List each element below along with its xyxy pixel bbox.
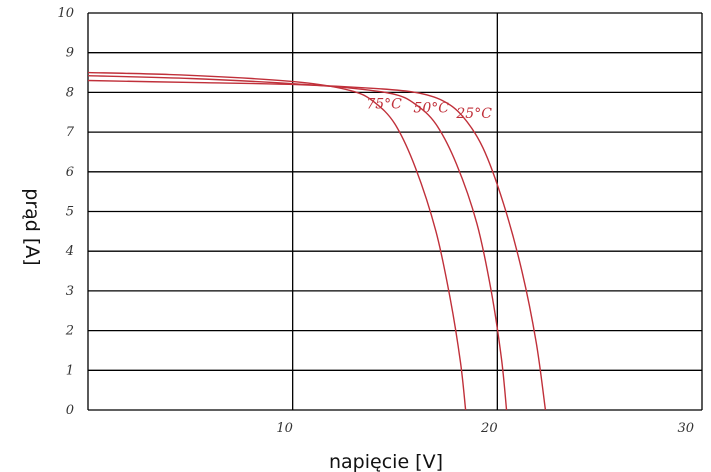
series-label: 25°C <box>455 106 492 122</box>
x-tick-label: 20 <box>480 421 498 436</box>
y-axis-label: prąd [A] <box>21 188 43 265</box>
y-tick-label: 10 <box>57 6 74 21</box>
y-tick-label: 5 <box>66 205 74 220</box>
y-tick-label: 6 <box>66 165 74 180</box>
series-lines <box>87 71 547 411</box>
series-labels: 75°C 50°C 25°C <box>366 96 492 122</box>
series-line-2 <box>87 79 547 411</box>
y-tick-label: 1 <box>66 363 74 378</box>
x-axis-label: napięcie [V] <box>329 451 443 472</box>
grid <box>87 12 703 411</box>
tick-labels: 0 1 2 3 4 5 6 7 8 9 10 10 20 30 <box>57 6 694 436</box>
x-tick-label: 30 <box>677 421 694 436</box>
y-tick-label: 8 <box>66 85 74 100</box>
series-label: 50°C <box>413 100 449 116</box>
series-line-1 <box>87 75 508 411</box>
y-tick-label: 7 <box>66 125 75 140</box>
y-tick-label: 9 <box>66 46 74 61</box>
series-line-0 <box>87 71 467 411</box>
y-tick-label: 3 <box>66 284 74 299</box>
y-tick-label: 0 <box>66 403 74 418</box>
y-tick-label: 4 <box>65 244 74 259</box>
x-tick-label: 10 <box>276 421 293 436</box>
y-tick-label: 2 <box>65 324 74 339</box>
series-label: 75°C <box>366 96 402 112</box>
